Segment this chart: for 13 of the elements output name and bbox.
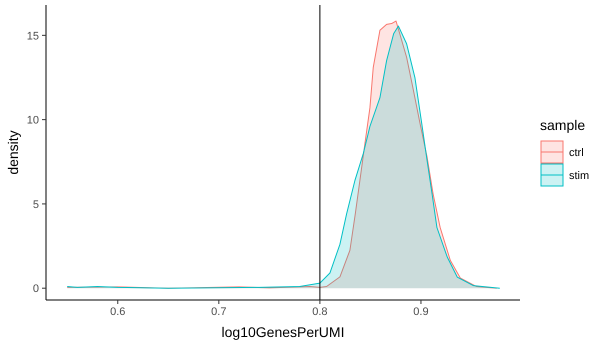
x-tick-label: 0.9 [413,306,429,318]
y-tick-label: 10 [26,114,39,127]
legend-label: ctrl [569,147,584,159]
x-tick-label: 0.7 [211,306,226,318]
legend-title: sample [540,117,586,133]
x-tick-label: 0.6 [110,306,126,318]
y-axis-title: density [5,130,21,175]
x-axis-title: log10GenesPerUMI [222,324,344,340]
x-tick-label: 0.8 [312,306,328,318]
y-tick-label: 0 [32,283,39,296]
legend-label: stim [569,170,590,182]
y-tick-label: 15 [26,30,39,42]
y-tick-label: 5 [32,198,39,211]
